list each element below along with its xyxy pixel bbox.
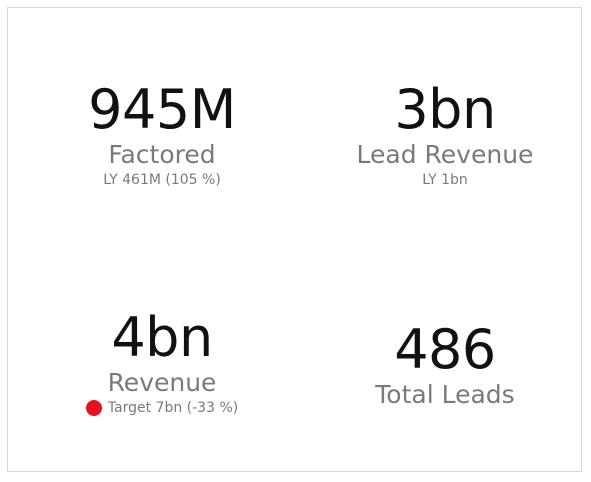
kpi-value: 4bn bbox=[111, 306, 213, 369]
kpi-label: Revenue bbox=[107, 368, 217, 397]
kpi-comparison: LY 1bn bbox=[305, 170, 585, 190]
kpi-comparison-text: LY 1bn bbox=[422, 172, 468, 188]
kpi-comparison: LY 461M (105 %) bbox=[22, 170, 302, 190]
kpi-factored[interactable]: 945M Factored LY 461M (105 %) bbox=[22, 80, 302, 190]
kpi-label: Total Leads bbox=[375, 380, 515, 409]
kpi-value: 3bn bbox=[394, 78, 496, 141]
kpi-label: Lead Revenue bbox=[356, 140, 534, 169]
kpi-total-leads[interactable]: 486 Total Leads bbox=[305, 320, 585, 410]
kpi-revenue[interactable]: 4bn Revenue Target 7bn (-33 %) bbox=[22, 308, 302, 418]
status-dot-icon bbox=[85, 400, 102, 416]
kpi-label: Factored bbox=[108, 140, 216, 169]
kpi-target-text: Target 7bn (-33 %) bbox=[107, 400, 239, 416]
kpi-comparison-text: LY 461M (105 %) bbox=[103, 172, 221, 188]
kpi-value: 486 bbox=[394, 318, 496, 381]
kpi-target: Target 7bn (-33 %) bbox=[22, 398, 302, 418]
kpi-lead-revenue[interactable]: 3bn Lead Revenue LY 1bn bbox=[305, 80, 585, 190]
kpi-card-container: 945M Factored LY 461M (105 %) 3bn Lead R… bbox=[7, 7, 582, 472]
kpi-value: 945M bbox=[88, 78, 236, 141]
